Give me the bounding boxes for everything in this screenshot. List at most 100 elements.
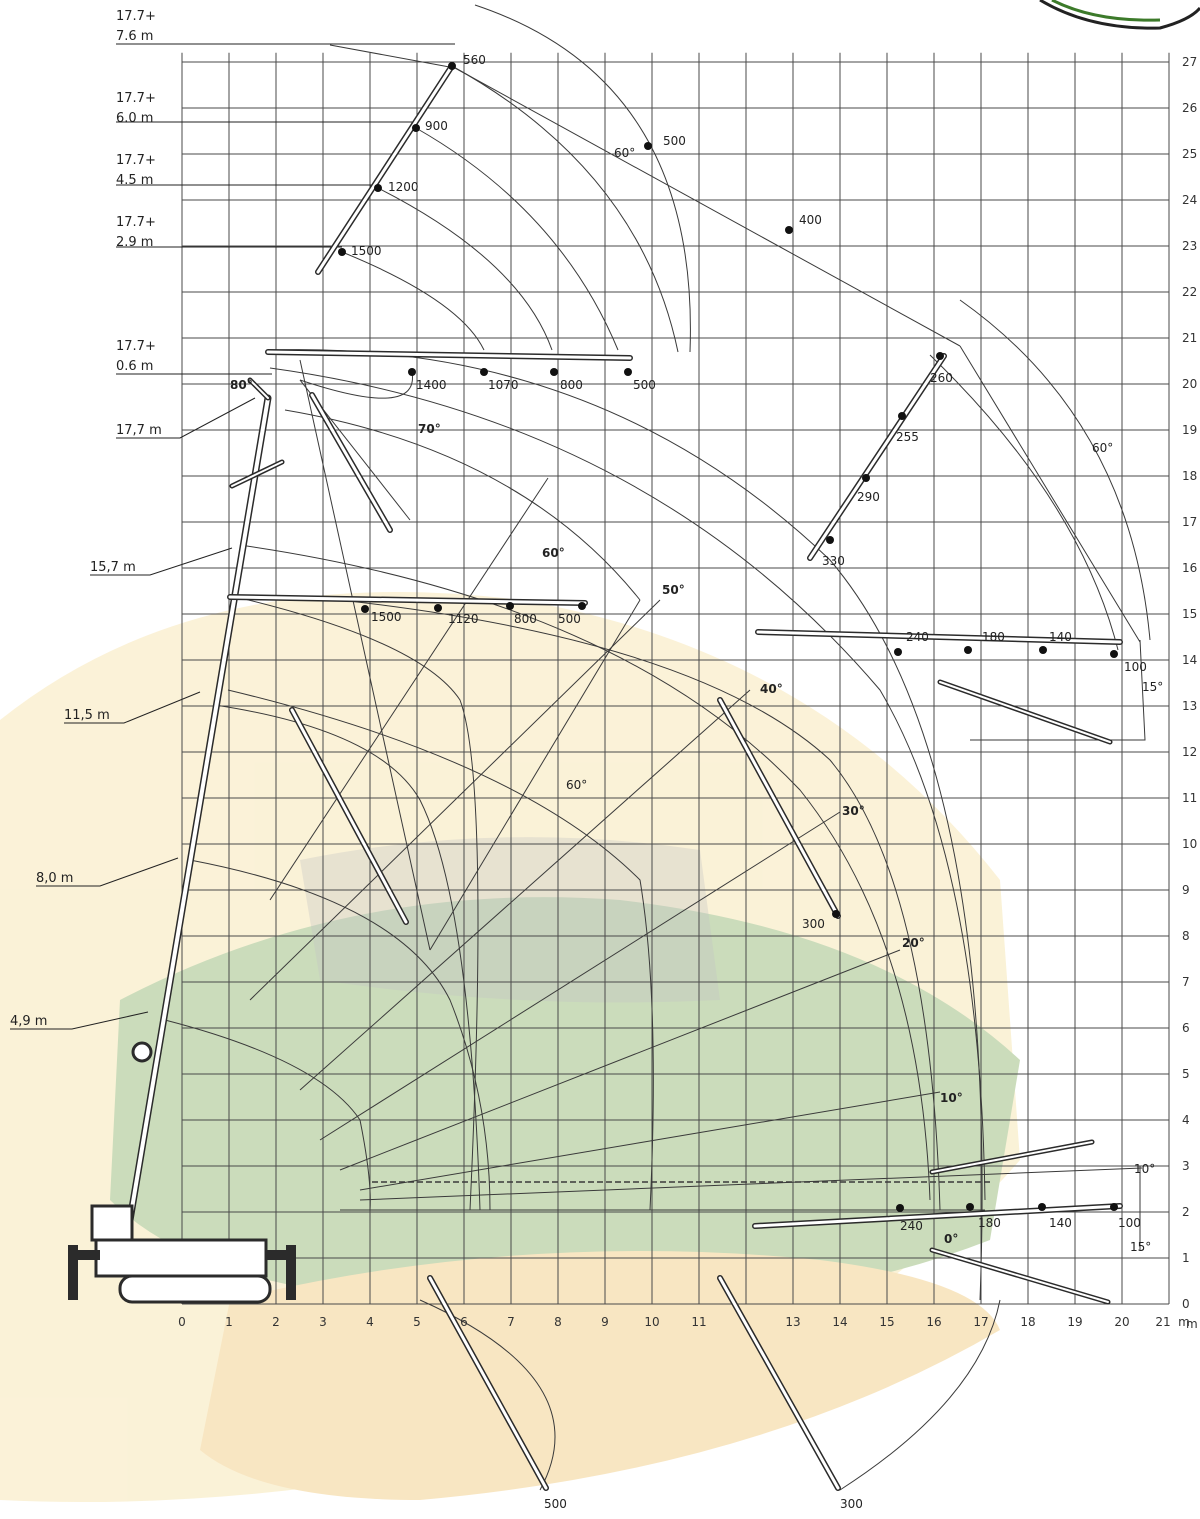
reach-arc <box>269 367 986 1201</box>
turret <box>90 1204 134 1242</box>
load-label: 800 <box>514 612 537 626</box>
boom-drawings <box>124 63 1123 1491</box>
y-tick: 13 <box>1182 699 1197 713</box>
load-label: 500 <box>544 1497 567 1511</box>
x-unit: m <box>1178 1315 1190 1329</box>
x-tick: 13 <box>785 1315 800 1329</box>
load-points <box>338 62 1118 1212</box>
y-tick: 2 <box>1182 1205 1190 1219</box>
load-point <box>338 248 346 256</box>
load-label: 900 <box>425 119 448 133</box>
load-point <box>644 142 652 150</box>
angle-label: 10° <box>1134 1162 1155 1176</box>
load-point <box>966 1203 974 1211</box>
reach-arcs <box>164 4 1151 1491</box>
reach-arc <box>377 187 553 351</box>
outrigger-beam <box>78 1250 100 1260</box>
x-tick: 8 <box>554 1315 562 1329</box>
load-point <box>408 368 416 376</box>
x-tick: 20 <box>1114 1315 1129 1329</box>
y-tick: 21 <box>1182 331 1197 345</box>
angle-labels: 80° 70° 60° 50° 40° 30° 20° 10° 60° 60° … <box>230 146 1163 1254</box>
load-label: 240 <box>906 630 929 644</box>
angle-ray <box>429 599 641 951</box>
boom-core <box>939 681 1111 743</box>
watermark-logo <box>0 592 1020 1503</box>
angle-label: 0° <box>944 1232 958 1246</box>
angle-label: 60° <box>542 546 565 560</box>
load-label: 300 <box>802 917 825 931</box>
boom-length-labels: 17.7+ 7.6 m 17.7+ 6.0 m 17.7+ 4.5 m 17.7… <box>10 9 162 1029</box>
load-label: 290 <box>857 490 880 504</box>
load-point <box>862 474 870 482</box>
angle-label: 50° <box>662 583 685 597</box>
load-point <box>1110 650 1118 658</box>
angle-ray <box>299 689 751 1091</box>
reach-arc <box>341 251 485 351</box>
reach-arc <box>959 299 1151 641</box>
load-point <box>936 352 944 360</box>
x-tick: 2 <box>272 1315 280 1329</box>
reach-arc <box>451 65 679 353</box>
angle-ray <box>329 44 456 69</box>
boom-label: 4,9 m <box>10 1014 47 1029</box>
boom-core <box>249 379 269 399</box>
load-point <box>578 602 586 610</box>
load-label: 100 <box>1118 1216 1141 1230</box>
angle-ray <box>959 345 1141 643</box>
x-tick: 1 <box>225 1315 233 1329</box>
boom-label-line2: 6.0 m <box>116 111 153 126</box>
y-tick: 20 <box>1182 377 1197 391</box>
boom-core <box>316 64 454 274</box>
angle-label: 40° <box>760 682 783 696</box>
reach-arc <box>227 689 654 1211</box>
boom-core <box>718 698 840 918</box>
crane-body <box>94 1238 268 1278</box>
reach-arc <box>284 409 641 601</box>
angle-label: 15° <box>1142 680 1163 694</box>
load-point <box>434 604 442 612</box>
load-label: 800 <box>560 378 583 392</box>
angle-label: 70° <box>418 422 441 436</box>
x-tick: 17 <box>973 1315 988 1329</box>
boom-core <box>228 595 587 605</box>
load-label: 500 <box>633 378 656 392</box>
y-tick: 7 <box>1182 975 1190 989</box>
angle-label: 60° <box>614 146 635 160</box>
boom-core <box>428 1276 548 1490</box>
reach-arc <box>339 599 941 1211</box>
x-axis-ticks: 0 1 2 3 4 5 6 7 8 9 10 11 13 14 15 16 17… <box>178 1315 1190 1329</box>
reach-arc <box>415 127 619 351</box>
x-tick: 15 <box>879 1315 894 1329</box>
crane-base <box>68 1041 296 1304</box>
load-point <box>1110 1203 1118 1211</box>
angle-label: 60° <box>1092 441 1113 455</box>
y-tick: 3 <box>1182 1159 1190 1173</box>
boom-label-line1: 17.7+ <box>116 215 156 230</box>
y-tick: 8 <box>1182 929 1190 943</box>
y-tick: 14 <box>1182 653 1197 667</box>
y-tick: 5 <box>1182 1067 1190 1081</box>
load-labels: 560 900 1200 1500 500 400 1400 1070 800 … <box>351 53 1147 1511</box>
load-label: 180 <box>982 630 1005 644</box>
load-label: 1120 <box>448 612 479 626</box>
x-tick: 14 <box>832 1315 847 1329</box>
reach-arc <box>189 859 491 1211</box>
grid <box>10 43 1170 1305</box>
load-label: 1070 <box>488 378 519 392</box>
x-tick: 6 <box>460 1315 468 1329</box>
x-tick: 11 <box>691 1315 706 1329</box>
load-point <box>826 536 834 544</box>
boom-label: 11,5 m <box>64 708 110 723</box>
angle-ray <box>359 1167 1143 1201</box>
angle-ray <box>249 599 661 1001</box>
y-tick: 24 <box>1182 193 1197 207</box>
x-tick: 21 <box>1155 1315 1170 1329</box>
crawler-track <box>118 1274 272 1304</box>
outrigger-left <box>68 1245 78 1300</box>
reach-arc <box>239 544 931 1201</box>
load-label: 240 <box>900 1219 923 1233</box>
boom-core <box>231 461 283 487</box>
boom-label-line1: 17.7+ <box>116 9 156 24</box>
angle-ray <box>359 1091 941 1191</box>
